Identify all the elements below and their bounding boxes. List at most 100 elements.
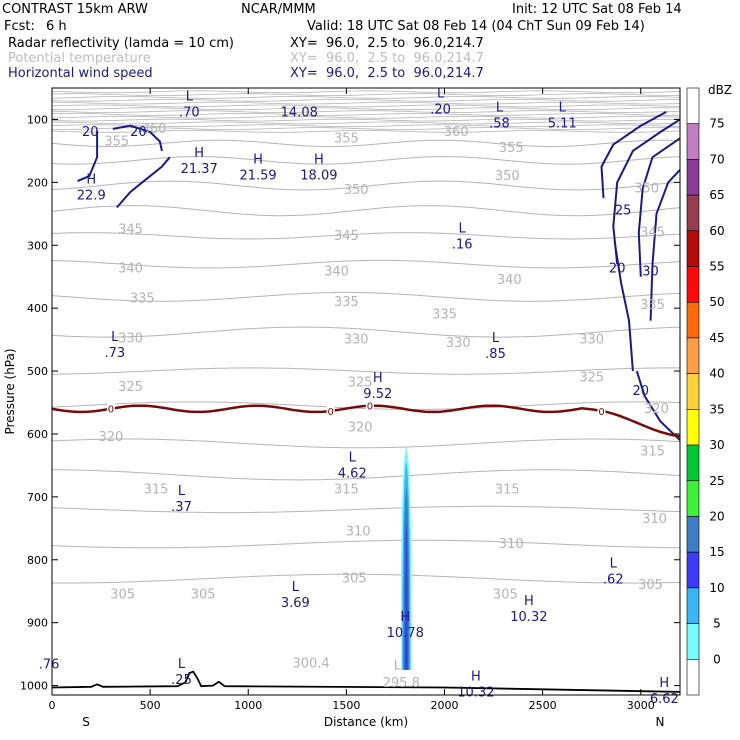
theta-label: 315	[495, 482, 520, 497]
freezing-label: 0	[327, 407, 333, 418]
x-tick-label: 3000	[627, 699, 655, 712]
freezing-label: 0	[367, 402, 373, 413]
field-theta-xy: XY= 96.0, 2.5 to 96.0,214.7	[290, 51, 484, 66]
wind-extrema-value: 10.78	[387, 626, 424, 641]
freezing-label-bg	[106, 402, 115, 414]
x-tick-label: 2500	[529, 699, 557, 712]
theta-label: 305	[110, 587, 135, 602]
x-tick-label: 2000	[431, 699, 459, 712]
wind-extrema-symbol: L	[186, 90, 194, 105]
theta-label: 335	[640, 298, 665, 313]
freezing-label-bg	[326, 404, 335, 416]
wind-extrema-value: 21.37	[181, 162, 218, 177]
theta-label: 350	[344, 183, 369, 198]
freezing-label: 0	[108, 405, 114, 416]
wind-contour-label: 20	[82, 125, 99, 140]
y-tick-label: 700	[27, 491, 48, 504]
colorbar-swatch	[686, 337, 700, 374]
theta-contour	[52, 326, 680, 338]
theta-contour	[52, 539, 680, 549]
theta-contour	[52, 259, 680, 269]
theta-contour	[52, 367, 680, 375]
colorbar-swatch	[686, 194, 700, 232]
isotach-20-east-c	[635, 370, 680, 441]
colorbar-swatch	[686, 230, 700, 267]
colorbar-unit: dBZ	[708, 83, 732, 97]
field-theta: Potential temperature	[8, 51, 151, 66]
colorbar-swatch	[686, 123, 700, 160]
isotach-20-top	[112, 124, 163, 152]
wind-extrema-symbol: L	[559, 100, 567, 115]
theta-label: 310	[346, 524, 371, 539]
theta-label: 355	[334, 131, 359, 146]
theta-hatch-line	[52, 107, 680, 111]
colorbar-level-label: 10	[709, 581, 724, 595]
colorbar-swatch	[686, 266, 700, 303]
theta-hatch-line	[52, 121, 680, 125]
wind-extrema-symbol: H	[194, 146, 204, 161]
isotach-20-east-b	[614, 245, 634, 372]
theta-label: 345	[334, 229, 359, 244]
theta-label: 305	[342, 572, 367, 587]
theta-label: 305	[638, 578, 663, 593]
theta-label: 315	[334, 482, 359, 497]
wind-extrema-value: .76	[39, 657, 60, 672]
colorbar-level-label: 60	[709, 224, 724, 238]
wind-extrema-symbol: H	[400, 610, 410, 625]
colorbar-swatch	[686, 444, 700, 482]
wind-extrema-value: .85	[485, 347, 506, 362]
x-tick-label: 1500	[332, 699, 360, 712]
south-end-label: S	[82, 715, 90, 729]
colorbar-swatch	[686, 87, 700, 125]
colorbar-level-label: 15	[709, 545, 724, 559]
colorbar-level-label: 20	[709, 509, 724, 523]
colorbar-swatch	[686, 587, 700, 624]
theta-contour	[52, 438, 680, 449]
theta-label: 340	[118, 262, 143, 277]
theta-label: 315	[144, 482, 169, 497]
wind-contour-label: 20	[632, 384, 649, 399]
theta-label: 320	[348, 421, 373, 436]
wind-contour-label: 20	[130, 125, 147, 140]
wind-extrema-value: 9.52	[363, 387, 392, 402]
freezing-label-bg	[365, 399, 374, 411]
wind-extrema-value: .58	[489, 116, 510, 131]
theta-extrema-label: L	[394, 658, 402, 673]
wind-extrema-symbol: L	[292, 580, 300, 595]
theta-contour	[52, 180, 680, 191]
wind-extrema-symbol: L	[610, 556, 618, 571]
wind-extrema-value: 10.32	[457, 686, 494, 701]
wind-extrema-value: 22.9	[77, 189, 106, 204]
theta-label: 320	[98, 430, 123, 445]
wind-extrema-value: .37	[171, 500, 192, 515]
theta-contour	[52, 232, 680, 240]
init-time: Init: 12 UTC Sat 08 Feb 14	[512, 2, 682, 17]
theta-contour	[52, 573, 680, 584]
wind-contour-label: 20	[609, 261, 626, 276]
isotach-20-arc	[116, 156, 171, 209]
wind-contour-label: 30	[642, 264, 659, 279]
theta-contour	[52, 291, 680, 302]
theta-label: 330	[446, 336, 471, 351]
colorbar-level-label: 65	[709, 188, 724, 202]
wind-extrema-symbol: L	[178, 484, 186, 499]
wind-extrema-symbol: H	[253, 153, 263, 168]
wind-extrema-symbol: H	[471, 670, 481, 685]
field-wind-xy: XY= 96.0, 2.5 to 96.0,214.7	[290, 66, 484, 81]
y-tick-label: 200	[27, 176, 48, 189]
theta-contour	[52, 156, 680, 165]
theta-hatch-line	[52, 90, 680, 94]
model-title: CONTRAST 15km ARW	[2, 2, 148, 17]
colorbar-level-label: 25	[709, 474, 724, 488]
colorbar-level-label: 50	[709, 295, 724, 309]
fcst-value: 6 h	[46, 19, 67, 34]
y-axis-label: Pressure (hPa)	[3, 348, 17, 434]
wind-contour-label: 25	[615, 203, 632, 218]
theta-contour	[52, 469, 680, 481]
theta-label: 335	[334, 295, 359, 310]
field-reflectivity-xy: XY= 96.0, 2.5 to 96.0,214.7	[290, 36, 484, 51]
isotach-25-east	[612, 118, 680, 265]
field-reflectivity: Radar reflectivity (lamda = 10 cm)	[8, 36, 234, 51]
org-label: NCAR/MMM	[241, 2, 316, 17]
